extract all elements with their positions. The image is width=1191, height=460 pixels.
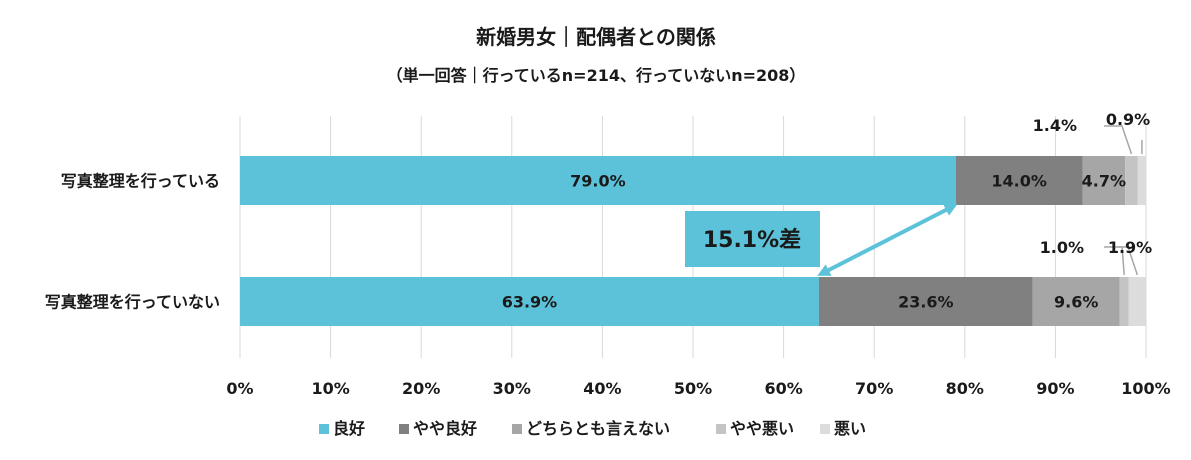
x-tick-label: 100% — [1121, 379, 1170, 398]
chart-subtitle: （単一回答｜行っているn=214、行っていないn=208） — [387, 66, 806, 85]
legend-label: やや良好 — [413, 419, 477, 438]
chart-title: 新婚男女｜配偶者との関係 — [476, 25, 716, 49]
bar-segment — [1119, 277, 1129, 326]
bar-segment — [1082, 156, 1126, 205]
data-label: 63.9% — [502, 293, 558, 312]
legend-swatch — [399, 424, 409, 434]
bar-segment — [1125, 156, 1138, 205]
bar-segment — [1137, 156, 1146, 205]
bars — [240, 156, 1146, 326]
x-tick-label: 10% — [311, 379, 349, 398]
difference-annotation: 15.1%差 — [685, 204, 958, 276]
leader-line — [1118, 246, 1139, 276]
callout-label: 1.4% — [1033, 116, 1077, 135]
leader-line — [1104, 125, 1133, 155]
callout-label: 1.0% — [1040, 238, 1084, 257]
bar-segment — [1032, 277, 1120, 326]
category-label: 写真整理を行っている — [61, 172, 220, 191]
legend-label: どちらとも言えない — [526, 419, 670, 438]
difference-arrow — [817, 204, 958, 276]
data-label: 23.6% — [898, 293, 954, 312]
annotation-box — [685, 211, 820, 267]
data-label: 9.6% — [1054, 293, 1098, 312]
x-tick-label: 50% — [674, 379, 712, 398]
annotation-label: 15.1%差 — [703, 227, 801, 253]
data-label: 79.0% — [570, 172, 626, 191]
x-tick-label: 80% — [946, 379, 984, 398]
x-tick-label: 40% — [583, 379, 621, 398]
x-tick-label: 60% — [764, 379, 802, 398]
legend-label: やや悪い — [730, 419, 794, 438]
bar-segment — [1128, 277, 1146, 326]
legend-label: 良好 — [333, 419, 365, 438]
data-label: 14.0% — [991, 172, 1047, 191]
legend: 良好 やや良好 どちらとも言えない やや悪い 悪い — [319, 419, 866, 438]
legend-swatch — [512, 424, 522, 434]
bar-segment — [240, 156, 956, 205]
callouts: 1.4% 0.9% 1.0% 1.9% — [1033, 110, 1152, 276]
legend-label: 悪い — [834, 419, 866, 438]
legend-swatch — [820, 424, 830, 434]
x-tick-label: 90% — [1036, 379, 1074, 398]
x-tick-labels: 0% 10% 20% 30% 40% 50% 60% 70% 80% 90% 100% — [226, 379, 1170, 398]
bar-segment — [818, 277, 1033, 326]
x-tick-label: 20% — [402, 379, 440, 398]
callout-label: 0.9% — [1106, 110, 1150, 129]
x-tick-label: 30% — [493, 379, 531, 398]
x-tick-label: 70% — [855, 379, 893, 398]
x-tick-label: 0% — [226, 379, 253, 398]
bar-segment — [955, 156, 1083, 205]
data-labels: 79.0% 14.0% 4.7% 63.9% 23.6% 9.6% — [502, 172, 1126, 312]
callout-label: 1.9% — [1108, 238, 1152, 257]
data-label: 4.7% — [1082, 172, 1126, 191]
legend-swatch — [319, 424, 329, 434]
legend-swatch — [716, 424, 726, 434]
category-label: 写真整理を行っていない — [45, 293, 220, 312]
bar-segment — [240, 277, 819, 326]
